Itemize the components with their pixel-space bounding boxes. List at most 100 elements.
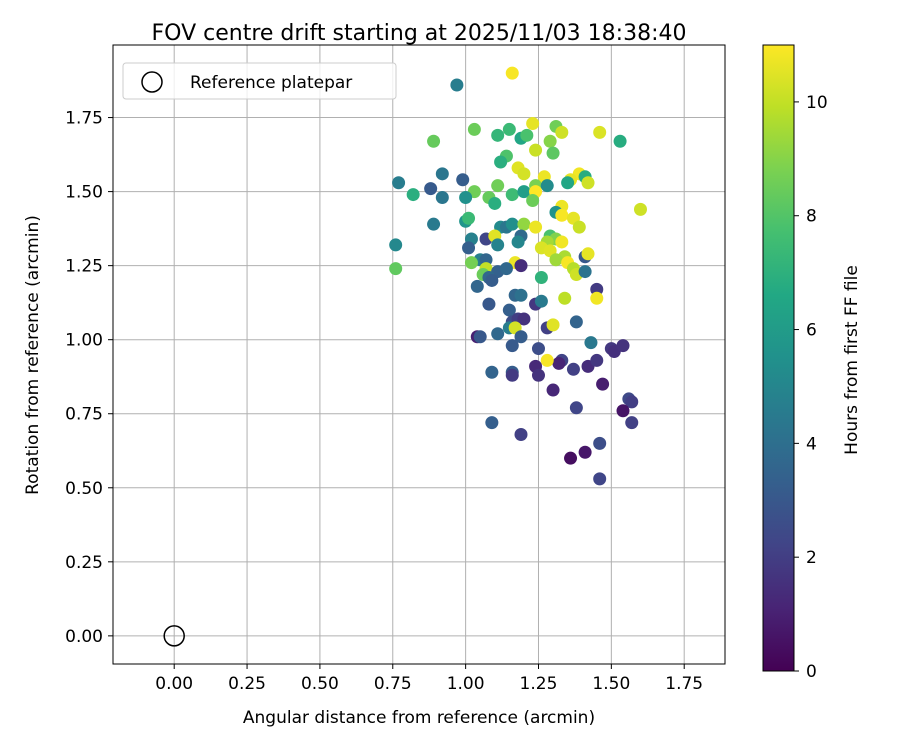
data-point	[491, 129, 504, 142]
figure: 0.00 0.25 0.50 0.75 1.00 1.25 1.50 1.75 0.00 0.2…	[0, 0, 900, 750]
data-point	[491, 238, 504, 251]
data-point	[570, 315, 583, 328]
data-point	[488, 197, 501, 210]
data-point	[515, 289, 528, 302]
data-point	[535, 271, 548, 284]
data-point	[506, 369, 519, 382]
colorbar-tick-label: 2	[806, 548, 817, 568]
data-point	[593, 437, 606, 450]
x-tick-label: 1.25	[520, 674, 558, 694]
data-point	[617, 404, 630, 417]
data-point	[555, 126, 568, 139]
data-point	[459, 191, 472, 204]
data-point	[491, 327, 504, 340]
data-point	[436, 167, 449, 180]
chart-svg: 0.00 0.25 0.50 0.75 1.00 1.25 1.50 1.75 0.00 0.2…	[0, 0, 900, 750]
data-point	[392, 176, 405, 189]
data-point	[517, 167, 530, 180]
data-point	[389, 238, 402, 251]
data-point	[515, 428, 528, 441]
data-point	[549, 253, 562, 266]
data-point	[515, 259, 528, 272]
colorbar: 0246810 Hours from first FF file	[763, 45, 862, 682]
data-point	[526, 194, 539, 207]
data-point	[485, 274, 498, 287]
data-point	[482, 298, 495, 311]
data-point	[590, 292, 603, 305]
y-tick-label: 1.00	[65, 331, 103, 351]
data-point	[593, 472, 606, 485]
colorbar-ticks: 0246810	[794, 93, 828, 682]
data-point	[436, 191, 449, 204]
data-point	[573, 221, 586, 234]
colorbar-tick-label: 4	[806, 434, 817, 454]
data-point	[506, 339, 519, 352]
colorbar-tick-label: 8	[806, 207, 817, 227]
x-axis-label: Angular distance from reference (arcmin)	[243, 708, 595, 728]
data-point	[590, 354, 603, 367]
data-point	[614, 135, 627, 148]
data-point	[506, 67, 519, 80]
data-point	[552, 357, 565, 370]
x-tick-label: 1.75	[665, 674, 703, 694]
data-point	[544, 135, 557, 148]
data-point	[407, 188, 420, 201]
y-tick-label: 0.25	[65, 553, 103, 573]
data-point	[456, 173, 469, 186]
y-axis-ticks: 0.000.250.500.751.001.251.501.75	[65, 109, 113, 647]
y-axis-label: Rotation from reference (arcmin)	[23, 215, 43, 495]
chart-title: FOV centre drift starting at 2025/11/03 …	[152, 21, 687, 46]
data-point	[532, 342, 545, 355]
data-point	[485, 366, 498, 379]
data-point	[541, 179, 554, 192]
data-point	[465, 256, 478, 269]
x-tick-label: 0.75	[374, 674, 412, 694]
data-point	[567, 363, 580, 376]
data-point	[474, 330, 487, 343]
colorbar-tick-label: 10	[806, 93, 828, 113]
data-point	[584, 336, 597, 349]
y-tick-label: 1.75	[65, 109, 103, 129]
data-point	[427, 218, 440, 231]
data-point	[427, 135, 440, 148]
data-point	[491, 179, 504, 192]
x-axis-ticks: 0.00 0.25 0.50 0.75 1.00 1.25 1.50 1.75	[155, 664, 703, 694]
data-point	[596, 378, 609, 391]
x-tick-label: 1.00	[447, 674, 485, 694]
colorbar-gradient	[763, 45, 794, 671]
data-point	[547, 384, 560, 397]
data-point	[593, 126, 606, 139]
x-tick-label: 0.50	[301, 674, 339, 694]
data-point	[617, 339, 630, 352]
data-point	[535, 295, 548, 308]
x-tick-label: 1.50	[592, 674, 630, 694]
colorbar-tick-label: 0	[806, 662, 817, 682]
data-point	[634, 203, 647, 216]
data-point	[570, 401, 583, 414]
legend: Reference platepar	[123, 63, 396, 99]
data-point	[485, 416, 498, 429]
data-point	[582, 176, 595, 189]
data-point	[506, 218, 519, 231]
x-tick-label: 0.00	[155, 674, 193, 694]
data-point	[503, 123, 516, 136]
data-point	[579, 265, 592, 278]
data-point	[506, 188, 519, 201]
data-point	[558, 292, 571, 305]
data-point	[462, 212, 475, 225]
x-tick-label: 0.25	[228, 674, 266, 694]
data-point	[471, 280, 484, 293]
data-point	[512, 235, 525, 248]
data-point	[532, 369, 545, 382]
data-point	[582, 247, 595, 260]
legend-label: Reference platepar	[190, 73, 352, 93]
data-point	[529, 144, 542, 157]
data-point	[494, 155, 507, 168]
data-point	[547, 318, 560, 331]
data-point	[625, 416, 638, 429]
data-point	[526, 117, 539, 130]
data-point	[564, 452, 577, 465]
data-point	[500, 262, 513, 275]
data-point	[389, 262, 402, 275]
y-tick-label: 0.75	[65, 405, 103, 425]
